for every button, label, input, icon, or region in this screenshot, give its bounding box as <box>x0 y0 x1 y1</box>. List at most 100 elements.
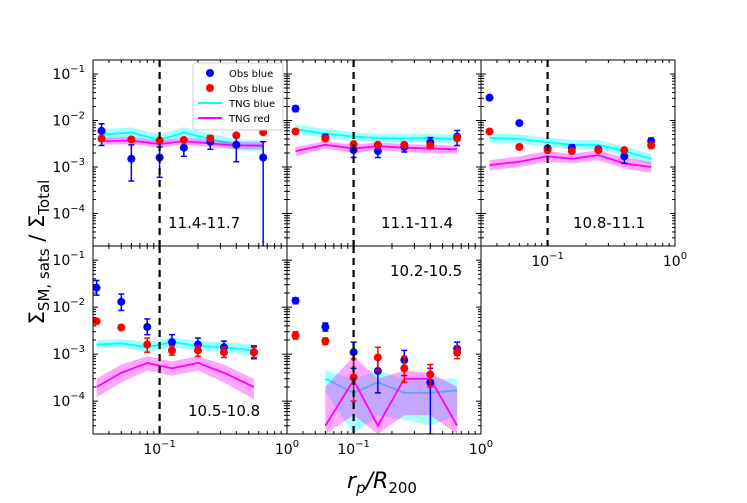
y-tick-exp: −4 <box>70 203 85 214</box>
legend-frame <box>192 62 284 131</box>
obs-red-point <box>117 323 126 332</box>
y-tick-label: 10−2 <box>52 110 85 129</box>
obs-red-point <box>453 134 462 143</box>
x-tick-exp: −1 <box>549 251 564 262</box>
data-marker <box>232 140 241 149</box>
y-tick-exp: −4 <box>70 391 85 402</box>
panel-plot-area <box>485 93 656 173</box>
x-tick-label: 100 <box>663 251 687 270</box>
y-tick-exp: −2 <box>70 297 85 308</box>
y-tick-exp: −3 <box>70 157 85 168</box>
obs-red-point <box>373 346 382 372</box>
data-marker <box>249 348 258 357</box>
y-tick-label: 10−1 <box>52 250 85 269</box>
y-tick-label: 10−2 <box>52 297 85 316</box>
y-tick-base: 10 <box>52 206 70 222</box>
y-axis-label-sub-a: SM, sats <box>35 248 53 311</box>
data-marker <box>400 364 409 373</box>
tng-blue-band <box>96 337 254 357</box>
x-tick-base: 10 <box>143 442 161 458</box>
panel-label: 10.8-11.1 <box>573 214 645 232</box>
data-marker <box>373 147 382 156</box>
data-marker <box>93 283 101 292</box>
data-marker <box>143 340 152 349</box>
x-axis-label: rp/R200 <box>347 469 417 497</box>
obs-blue-point <box>143 318 152 336</box>
data-marker <box>97 126 106 135</box>
y-tick-exp: −1 <box>70 250 85 261</box>
data-marker <box>291 104 300 113</box>
y-axis-label-mid: / Σ <box>25 215 49 249</box>
tng-red-line <box>96 362 255 388</box>
obs-red-point <box>373 140 382 149</box>
obs-blue-point <box>127 144 136 182</box>
y-tick-base: 10 <box>52 394 70 410</box>
data-marker <box>485 93 494 102</box>
y-tick-base: 10 <box>52 67 70 83</box>
data-marker <box>349 348 358 357</box>
y-axis-label-sigma-a: Σ <box>25 311 49 324</box>
x-tick-base: 10 <box>531 254 549 270</box>
y-tick-label: 10−4 <box>52 203 85 222</box>
data-marker <box>321 322 330 331</box>
data-marker <box>594 146 603 155</box>
y-tick-base: 10 <box>52 160 70 176</box>
obs-red-point <box>167 345 176 356</box>
x-tick-label: 10−1 <box>531 251 564 270</box>
tng-red-line <box>324 377 458 428</box>
data-marker <box>291 127 300 136</box>
legend-entry-tng-blue: TNG blue <box>198 99 275 110</box>
obs-red-point <box>515 142 524 151</box>
y-tick-label: 10−3 <box>52 344 85 363</box>
data-marker <box>167 346 176 355</box>
x-tick-exp: 0 <box>487 439 493 450</box>
obs-red-point <box>291 127 300 136</box>
obs-blue-point <box>485 93 494 102</box>
panel-ticks <box>480 59 676 247</box>
data-marker <box>179 143 188 152</box>
x-tick-exp: −1 <box>161 439 176 450</box>
data-marker <box>232 131 241 140</box>
obs-red-point <box>647 141 656 150</box>
obs-red-point <box>249 346 258 359</box>
data-marker <box>117 323 126 332</box>
data-marker <box>291 296 300 305</box>
legend-entry-obs-blue: Obs blue <box>206 69 273 80</box>
panel-1: 10−110−210−310−411.4-11.7 <box>52 59 288 247</box>
legend-marker-obs-blue <box>206 69 214 77</box>
x-tick-label: 10−1 <box>337 439 370 458</box>
obs-red-point <box>321 134 330 143</box>
obs-blue-point <box>321 322 330 332</box>
obs-blue-point <box>117 293 126 312</box>
panel-plot-area <box>291 104 462 159</box>
data-marker <box>97 134 106 143</box>
y-tick-base: 10 <box>52 113 70 129</box>
legend-label-obs-blue: Obs blue <box>229 69 273 80</box>
x-tick-exp: 0 <box>681 251 687 262</box>
x-tick-base: 10 <box>337 442 355 458</box>
x-tick-label: 100 <box>469 439 493 458</box>
x-axis-label-r: r <box>347 469 358 494</box>
data-marker <box>155 136 164 145</box>
x-tick-base: 10 <box>663 254 681 270</box>
data-marker <box>179 136 188 145</box>
data-marker <box>206 134 215 143</box>
panel-2: 11.1-11.4 <box>286 59 482 247</box>
panel-plot-area <box>291 296 462 434</box>
obs-blue-point <box>93 279 101 296</box>
legend-label-tng-blue: TNG blue <box>228 99 275 110</box>
legend-entry-tng-red: TNG red <box>198 114 270 125</box>
data-marker <box>485 127 494 136</box>
x-axis-label-p: p <box>355 479 366 497</box>
obs-red-point <box>127 135 136 144</box>
data-marker <box>219 348 228 357</box>
obs-red-point <box>594 146 603 155</box>
y-tick-exp: −2 <box>70 110 85 121</box>
y-axis-label: ΣSM, sats / ΣTotal <box>25 180 53 325</box>
obs-blue-point <box>291 296 300 305</box>
obs-blue-point <box>291 104 300 113</box>
